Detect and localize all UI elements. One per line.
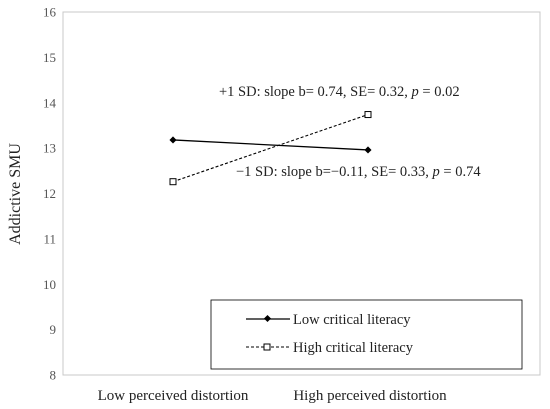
legend-label-high-critical-literacy: High critical literacy [293, 340, 414, 356]
annotation-plus-1sd-suffix: = 0.02 [419, 84, 460, 100]
y-tick-label: 9 [50, 322, 57, 337]
y-axis-title: Addictive SMU [7, 143, 24, 245]
series-markers [169, 111, 372, 186]
y-tick-label: 11 [43, 231, 56, 246]
data-point-high-critical-literacy [169, 178, 177, 186]
annotation-minus-1sd-prefix: −1 SD: slope b=−0.11, SE= 0.33, [236, 164, 433, 180]
annotation-minus-1sd-p: p [432, 164, 440, 180]
annotation-minus-1sd-suffix: = 0.74 [440, 164, 482, 180]
y-tick-label: 8 [50, 368, 57, 383]
y-tick-labels: 8 9 10 11 12 13 14 15 16 [43, 5, 57, 383]
annotation-plus-1sd-p: p [411, 84, 419, 100]
x-category-label-low: Low perceived distortion [98, 388, 249, 404]
legend-marker-square [263, 343, 271, 351]
y-tick-label: 12 [43, 186, 56, 201]
data-point-low-critical-literacy [364, 146, 372, 154]
legend-label-low-critical-literacy: Low critical literacy [293, 312, 411, 328]
legend-box [210, 299, 523, 370]
annotation-plus-1sd: +1 SD: slope b= 0.74, SE= 0.32, p = 0.02 [219, 84, 460, 100]
data-point-low-critical-literacy [169, 136, 177, 144]
y-tick-label: 15 [43, 50, 56, 65]
y-tick-label: 10 [43, 277, 56, 292]
annotation-plus-1sd-prefix: +1 SD: slope b= 0.74, SE= 0.32, [219, 84, 412, 100]
series-line-low-critical-literacy [172, 139, 369, 151]
x-category-label-high: High perceived distortion [293, 388, 447, 404]
data-point-high-critical-literacy [364, 111, 372, 119]
plot-area-frame [62, 11, 541, 376]
annotation-minus-1sd: −1 SD: slope b=−0.11, SE= 0.33, p = 0.74 [236, 164, 481, 180]
y-tick-label: 16 [43, 5, 57, 20]
y-tick-label: 14 [43, 95, 57, 110]
legend: Low critical literacy High critical lite… [210, 299, 523, 370]
series-line-high-critical-literacy [172, 114, 369, 183]
legend-marker-diamond [263, 314, 272, 323]
y-tick-label: 13 [43, 141, 56, 156]
